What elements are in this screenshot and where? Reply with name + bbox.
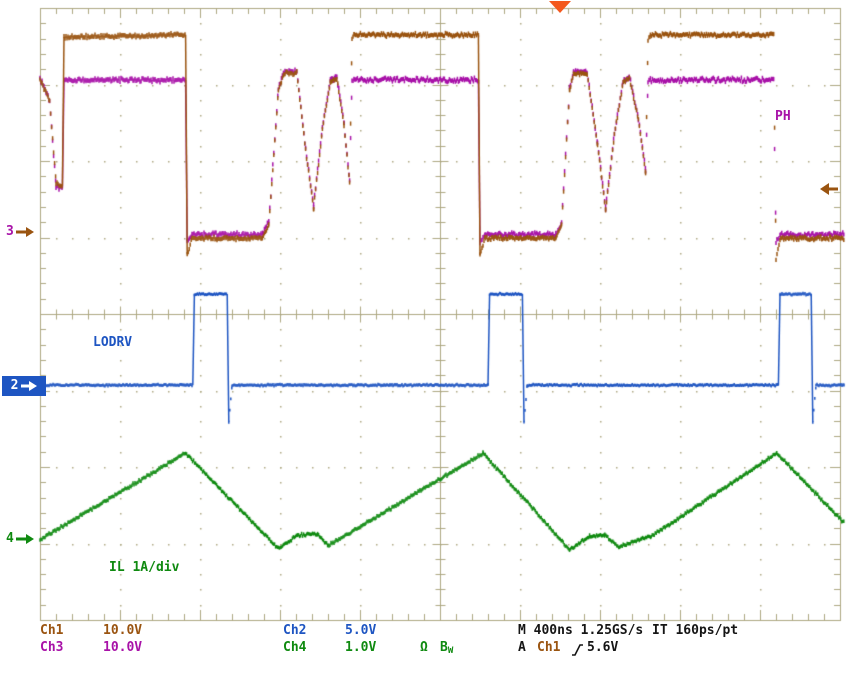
ch2-marker-digit: 2 bbox=[10, 378, 19, 393]
ch2-scale: 5.0V bbox=[345, 623, 377, 638]
ch3-readout-label: Ch3 bbox=[40, 640, 64, 655]
trigger-level-readout: 5.6V bbox=[587, 640, 619, 655]
ch4-marker-digit: 4 bbox=[6, 531, 14, 546]
ch4-bandwidth-limit-icon: BW bbox=[440, 640, 454, 657]
ch3-marker-digit: 3 bbox=[6, 224, 14, 239]
ch3-ground-marker[interactable]: 3 bbox=[6, 225, 34, 239]
il-label: IL 1A/div bbox=[109, 560, 180, 575]
trigger-mode: A bbox=[518, 640, 526, 655]
timebase-readout: M 400ns 1.25GS/s bbox=[518, 623, 644, 638]
ch4-ground-arrow-icon bbox=[15, 534, 34, 544]
ch4-coupling-ohm-icon: Ω bbox=[420, 640, 428, 655]
ch2-ground-arrow-icon bbox=[21, 381, 38, 391]
trigger-position-marker[interactable] bbox=[549, 1, 571, 13]
ph-label: PH bbox=[775, 109, 791, 124]
ch2-readout-label: Ch2 bbox=[283, 623, 307, 638]
ch1-scale: 10.0V bbox=[103, 623, 143, 638]
ch2-ground-marker[interactable]: 2 bbox=[2, 376, 46, 396]
ch1-readout-label: Ch1 bbox=[40, 623, 64, 638]
ch1-ground-arrow-icon bbox=[15, 227, 34, 237]
ch4-scale: 1.0V bbox=[345, 640, 377, 655]
rising-slope-icon bbox=[572, 644, 583, 656]
ch4-ground-marker[interactable]: 4 bbox=[6, 532, 34, 546]
ch3-scale: 10.0V bbox=[103, 640, 143, 655]
lodrv-label: LODRV bbox=[93, 335, 133, 350]
trigger-level-arrow[interactable] bbox=[820, 183, 839, 195]
trigger-source: Ch1 bbox=[537, 640, 561, 655]
ch4-readout-label: Ch4 bbox=[283, 640, 307, 655]
sampling-readout: IT 160ps/pt bbox=[652, 623, 739, 638]
